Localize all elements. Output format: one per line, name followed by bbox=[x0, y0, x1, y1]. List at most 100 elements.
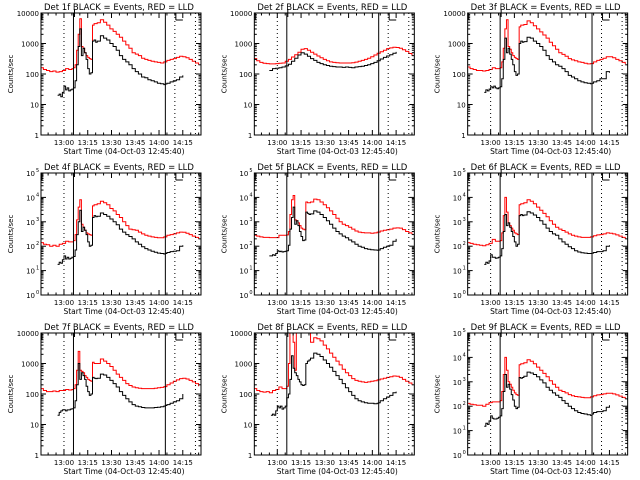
x-axis-label: Start Time (04-Oct-03 12:45:40) bbox=[490, 147, 611, 156]
y-tick-exponent: 3 bbox=[36, 217, 39, 223]
plot-frame bbox=[467, 332, 629, 456]
x-tick-label: 13:00 bbox=[481, 139, 501, 147]
y-tick-exponent: 1 bbox=[249, 266, 252, 272]
y-tick-exponent: 5 bbox=[463, 168, 466, 174]
y-tick-exponent: 2 bbox=[463, 241, 466, 247]
y-tick-exponent: 2 bbox=[249, 241, 252, 247]
bracket-mark bbox=[602, 332, 610, 340]
y-tick-label: 10 bbox=[453, 243, 462, 251]
y-tick-label: 10 bbox=[453, 452, 462, 460]
x-tick-label: 13:45 bbox=[552, 139, 572, 147]
series-line-events bbox=[57, 28, 184, 98]
bracket-mark bbox=[602, 12, 610, 20]
y-axis-label: Counts/sec bbox=[7, 55, 15, 94]
x-tick-label: 14:15 bbox=[599, 139, 619, 147]
x-tick-label: 13:00 bbox=[54, 299, 74, 307]
y-tick-exponent: 3 bbox=[463, 217, 466, 223]
x-tick-label: 14:00 bbox=[362, 299, 382, 307]
y-axis-label: Counts/sec bbox=[434, 375, 442, 414]
x-tick-label: 13:00 bbox=[267, 459, 287, 467]
panel-det-8f: Det 8f BLACK = Events, RED = LLD 1 10 100 10… bbox=[220, 323, 415, 476]
panel-title: Det 5f BLACK = Events, RED = LLD bbox=[257, 163, 407, 173]
x-tick-label: 13:15 bbox=[504, 139, 524, 147]
y-tick-exponent: 0 bbox=[463, 450, 466, 456]
x-tick-label: 13:15 bbox=[504, 459, 524, 467]
y-axis-label: Counts/sec bbox=[434, 215, 442, 254]
series-line-lld bbox=[467, 19, 626, 72]
x-tick-label: 13:30 bbox=[101, 139, 121, 147]
x-tick-label: 13:30 bbox=[101, 459, 121, 467]
y-tick-label: 1 bbox=[248, 132, 252, 140]
y-tick-label: 10000 bbox=[230, 330, 252, 338]
y-tick-label: 10 bbox=[453, 354, 462, 362]
x-tick-label: 13:30 bbox=[315, 459, 335, 467]
x-tick-label: 13:00 bbox=[54, 459, 74, 467]
series-line-events bbox=[484, 36, 610, 93]
x-tick-label: 13:15 bbox=[78, 459, 98, 467]
panel-title: Det 6f BLACK = Events, RED = LLD bbox=[471, 163, 621, 173]
x-tick-label: 13:45 bbox=[552, 299, 572, 307]
y-tick-label: 10 bbox=[453, 170, 462, 178]
x-tick-label: 14:15 bbox=[386, 459, 406, 467]
x-tick-label: 14:00 bbox=[576, 139, 596, 147]
x-tick-label: 13:45 bbox=[338, 139, 358, 147]
x-axis-label: Start Time (04-Oct-03 12:45:40) bbox=[490, 307, 611, 316]
y-tick-label: 10000 bbox=[443, 10, 465, 18]
plot-frame bbox=[40, 172, 202, 296]
panel-det-3f: Det 3f BLACK = Events, RED = LLD 1 10 100 10… bbox=[434, 3, 629, 156]
y-tick-exponent: 3 bbox=[463, 377, 466, 383]
y-tick-exponent: 4 bbox=[463, 352, 466, 358]
y-tick-exponent: 1 bbox=[463, 426, 466, 432]
x-tick-label: 13:30 bbox=[528, 459, 548, 467]
y-tick-label: 10 bbox=[26, 243, 35, 251]
panel-title: Det 4f BLACK = Events, RED = LLD bbox=[44, 163, 194, 173]
y-axis-label: Counts/sec bbox=[7, 375, 15, 414]
bracket-mark bbox=[388, 332, 397, 340]
y-tick-label: 10 bbox=[26, 292, 35, 300]
panel-title: Det 1f BLACK = Events, RED = LLD bbox=[44, 3, 194, 13]
y-tick-label: 10000 bbox=[17, 10, 39, 18]
y-tick-exponent: 1 bbox=[36, 266, 39, 272]
panel-det-2f: Det 2f BLACK = Events, RED = LLD 1 10 100 10… bbox=[220, 3, 415, 156]
y-tick-label: 10 bbox=[453, 330, 462, 338]
plot-frame bbox=[253, 172, 415, 296]
x-tick-label: 14:15 bbox=[599, 299, 619, 307]
x-tick-label: 14:00 bbox=[576, 299, 596, 307]
x-tick-label: 13:15 bbox=[291, 139, 311, 147]
series-line-lld bbox=[254, 195, 413, 239]
series-line-lld bbox=[254, 333, 413, 394]
y-tick-label: 1000 bbox=[235, 41, 253, 49]
series-line-events bbox=[57, 209, 184, 265]
y-tick-label: 10 bbox=[453, 428, 462, 436]
x-tick-label: 13:15 bbox=[78, 299, 98, 307]
y-tick-label: 1 bbox=[248, 452, 252, 460]
series-line-events bbox=[269, 206, 397, 257]
x-tick-label: 13:45 bbox=[338, 299, 358, 307]
bracket-mark bbox=[602, 172, 610, 180]
panel-det-1f: Det 1f BLACK = Events, RED = LLD 1 10 100 10… bbox=[7, 3, 202, 156]
panel-title: Det 8f BLACK = Events, RED = LLD bbox=[257, 323, 407, 333]
x-tick-label: 14:15 bbox=[173, 299, 193, 307]
x-tick-label: 13:15 bbox=[291, 459, 311, 467]
panel-det-7f: Det 7f BLACK = Events, RED = LLD 1 10 100 10… bbox=[7, 323, 202, 476]
y-tick-exponent: 2 bbox=[36, 241, 39, 247]
x-tick-label: 14:00 bbox=[576, 459, 596, 467]
panel-title: Det 9f BLACK = Events, RED = LLD bbox=[471, 323, 621, 333]
y-tick-label: 1000 bbox=[448, 41, 466, 49]
y-tick-label: 10 bbox=[453, 403, 462, 411]
y-tick-label: 10 bbox=[30, 422, 39, 430]
x-tick-label: 13:00 bbox=[267, 299, 287, 307]
plot-frame bbox=[467, 12, 629, 136]
x-tick-label: 14:15 bbox=[386, 139, 406, 147]
y-tick-label: 100 bbox=[26, 391, 39, 399]
y-tick-exponent: 4 bbox=[249, 192, 252, 198]
series-line-events bbox=[270, 352, 397, 416]
y-tick-exponent: 5 bbox=[463, 328, 466, 334]
series-line-lld bbox=[41, 350, 200, 393]
y-tick-exponent: 5 bbox=[249, 168, 252, 174]
y-axis-label: Counts/sec bbox=[220, 55, 228, 94]
y-tick-exponent: 4 bbox=[463, 192, 466, 198]
x-tick-label: 13:45 bbox=[125, 299, 145, 307]
